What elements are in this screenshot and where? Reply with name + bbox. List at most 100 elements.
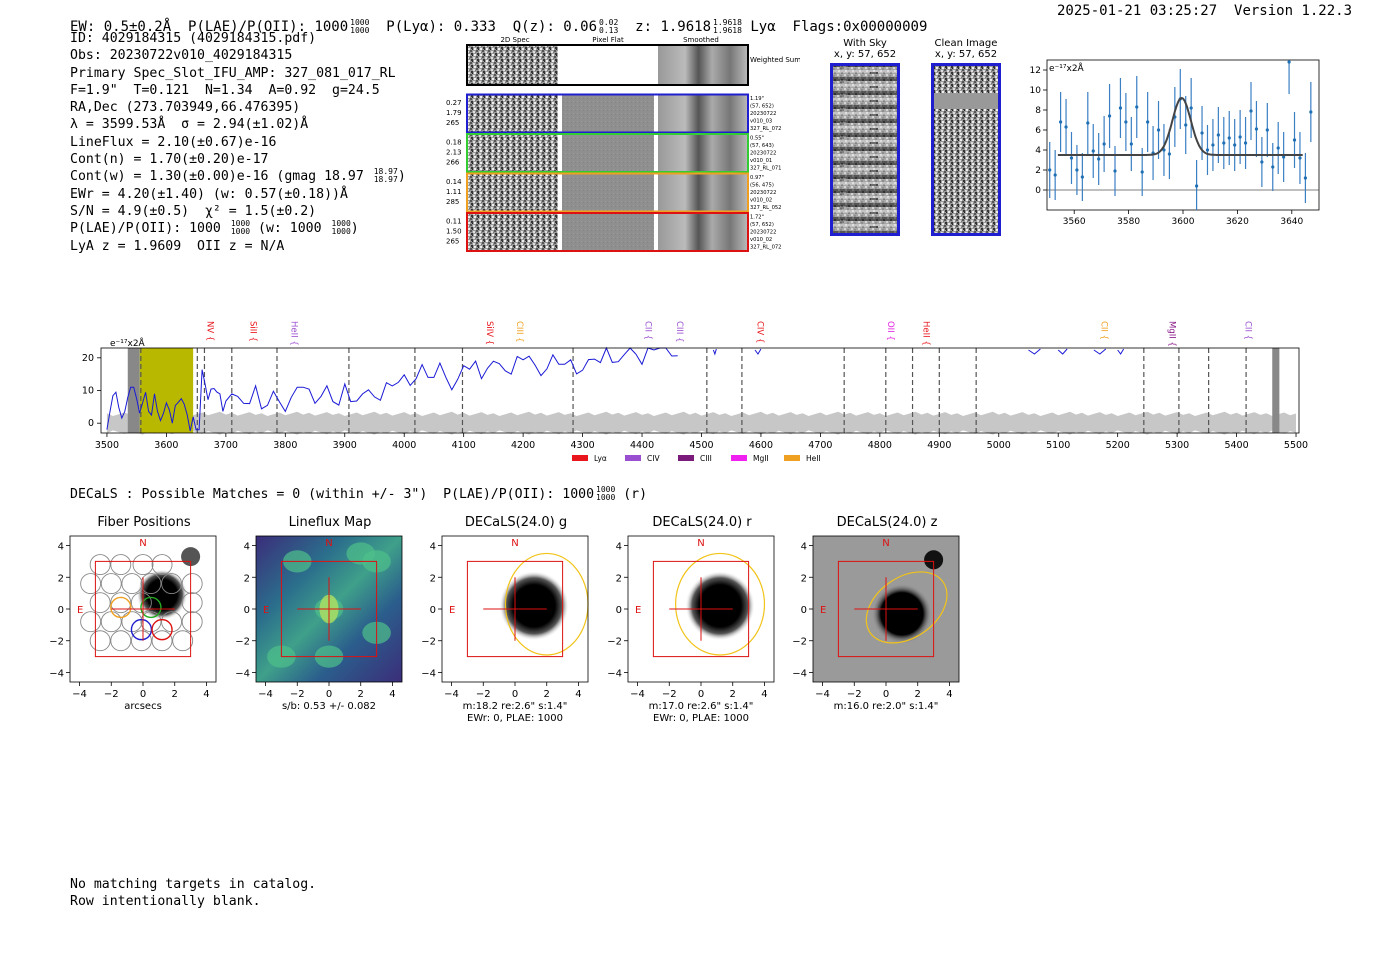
data-point [1265,128,1269,132]
decals-match-lo: 1000 [596,493,616,502]
fiber-red [151,618,173,641]
x-tick-label: 3620 [1226,217,1249,227]
y-tick-label: 6 [1035,126,1041,136]
y-tick-label: 4 [244,542,250,553]
cutout-row-detail: 0.97" [750,175,764,181]
y-tick-label: 4 [58,542,64,553]
data-point [1069,156,1074,160]
y-tick-label: 10 [82,386,94,397]
y-tick-label: 0 [801,605,807,616]
weighted-sum-row: Weighted Sum [466,44,800,86]
x-tick-label: −2 [847,689,862,700]
data-point [1140,170,1144,174]
info-sn: S/N = 4.9(±0.5) χ² = 1.5(±0.2) [70,203,317,219]
emission-line-label: CII { [643,321,653,340]
fiber-circle [172,630,194,652]
header-line: EW: 0.5±0.2Å P(LAE)/P(OII): 1000 1000 1000… [70,3,928,36]
y-tick-label: 4 [616,542,622,553]
clean-image [933,65,999,234]
x-tick-label: 0 [512,689,518,700]
flags-value: Flags:0x00000009 [792,19,928,35]
fiber-circle [181,573,203,595]
fiber-circle [161,573,183,595]
cutout-row-b: 1.11 [446,188,462,196]
emission-line-label: CIII { [674,321,684,343]
y-tick-label: −4 [792,668,807,679]
x-tick-label: −2 [290,689,305,700]
x-tick-label: 4000 [392,440,416,451]
info-params: F=1.9" T=0.121 N=1.34 A=0.92 g=24.5 [70,82,380,98]
fiber-circle [140,573,162,595]
y-tick-label: 4 [801,542,807,553]
cutout-row-detail: 20230722 [750,111,776,117]
ellipse-fit [865,571,948,644]
fiber-orange [110,596,132,619]
x-tick-label: 4200 [511,440,535,451]
data-point [1146,120,1150,124]
x-tick-label: −2 [662,689,677,700]
fiber-circle [80,611,102,633]
cutout-row-c: 265 [446,238,459,246]
footer-line2: Row intentionally blank. [70,894,261,909]
x-tick-label: 4100 [452,440,476,451]
with-sky-xy: x, y: 57, 652 [833,49,897,60]
spectrum-fragment [1057,348,1068,355]
decals-panel-title: Lineflux Map [289,515,372,530]
fiber-circle [181,611,203,633]
x-tick-label: 4 [946,689,952,700]
y-tick-label: 2 [1035,166,1041,176]
neighbor-source [924,550,944,570]
cutout-row: 0.18 2.13 266 0.55"(57, 643) 20230722v010_01… [446,133,782,173]
x-tick-label: 4800 [868,440,892,451]
cutout-row-frame [466,172,749,213]
data-point [1075,168,1079,172]
cutout-row-c: 265 [446,119,459,127]
ew-value: EW: 0.5±0.2Å [70,19,172,35]
emission-line-label: SiIV { [484,321,494,345]
clean-image-label: Clean Image [934,38,998,49]
x-tick-label: −2 [104,689,119,700]
cutout-row-frame [466,93,749,134]
fiber-circle [130,630,152,652]
data-point [1271,165,1275,169]
z-value: z: 1.9618 [635,19,712,35]
data-point [1233,143,1237,147]
data-point [1205,148,1210,152]
data-point [1118,106,1123,110]
cutout-row-detail: 1.72" [750,215,764,221]
data-point [1222,141,1226,145]
x-tick-label: 0 [140,689,146,700]
footer-note: No matching targets in catalog. Row inten… [70,876,316,910]
data-point [1260,160,1264,164]
data-point [1211,143,1215,147]
decals-panel: DECaLS(24.0) g N E −4 −2 0 2 4 4 2 0 −2 −4 m:18.2 re:… [421,515,589,724]
data-point [1048,168,1052,172]
fiber-circle [130,592,152,614]
cutout-row-detail: v010_02 [750,237,772,243]
source-blob [685,570,755,641]
north-label: N [325,538,332,549]
data-point [1254,127,1259,131]
decals-caption: m:16.0 re:2.0" s:1.4" [834,701,939,712]
data-point [1200,131,1204,135]
y-tick-label: −4 [235,668,250,679]
fiber-circle [151,554,173,576]
clean-image-title: Clean Image x, y: 57, 652 [930,38,1002,60]
y-tick-label: −2 [421,637,436,648]
legend-swatch [784,455,800,461]
plae-header: P(LAE)/P(OII): 1000 [188,19,349,35]
footer-line1: No matching targets in catalog. [70,877,317,892]
emission-line-label: NV { [204,321,214,341]
y-tick-label: 0 [244,605,250,616]
contw-lo: 18.97 [373,175,398,185]
north-label: N [697,538,704,549]
info-plae-w-lo: 1000 [331,227,351,237]
aperture-box [837,560,935,658]
y-tick-label: −2 [792,637,807,648]
decals-caption: m:17.0 re:2.6" s:1.4" [649,701,754,712]
fiber-circle [80,573,102,595]
x-tick-label: 3700 [214,440,238,451]
data-point [1249,109,1253,113]
z-lo: 1.9618 [713,26,742,35]
col-pixel-flat: Pixel Flat [592,36,624,44]
